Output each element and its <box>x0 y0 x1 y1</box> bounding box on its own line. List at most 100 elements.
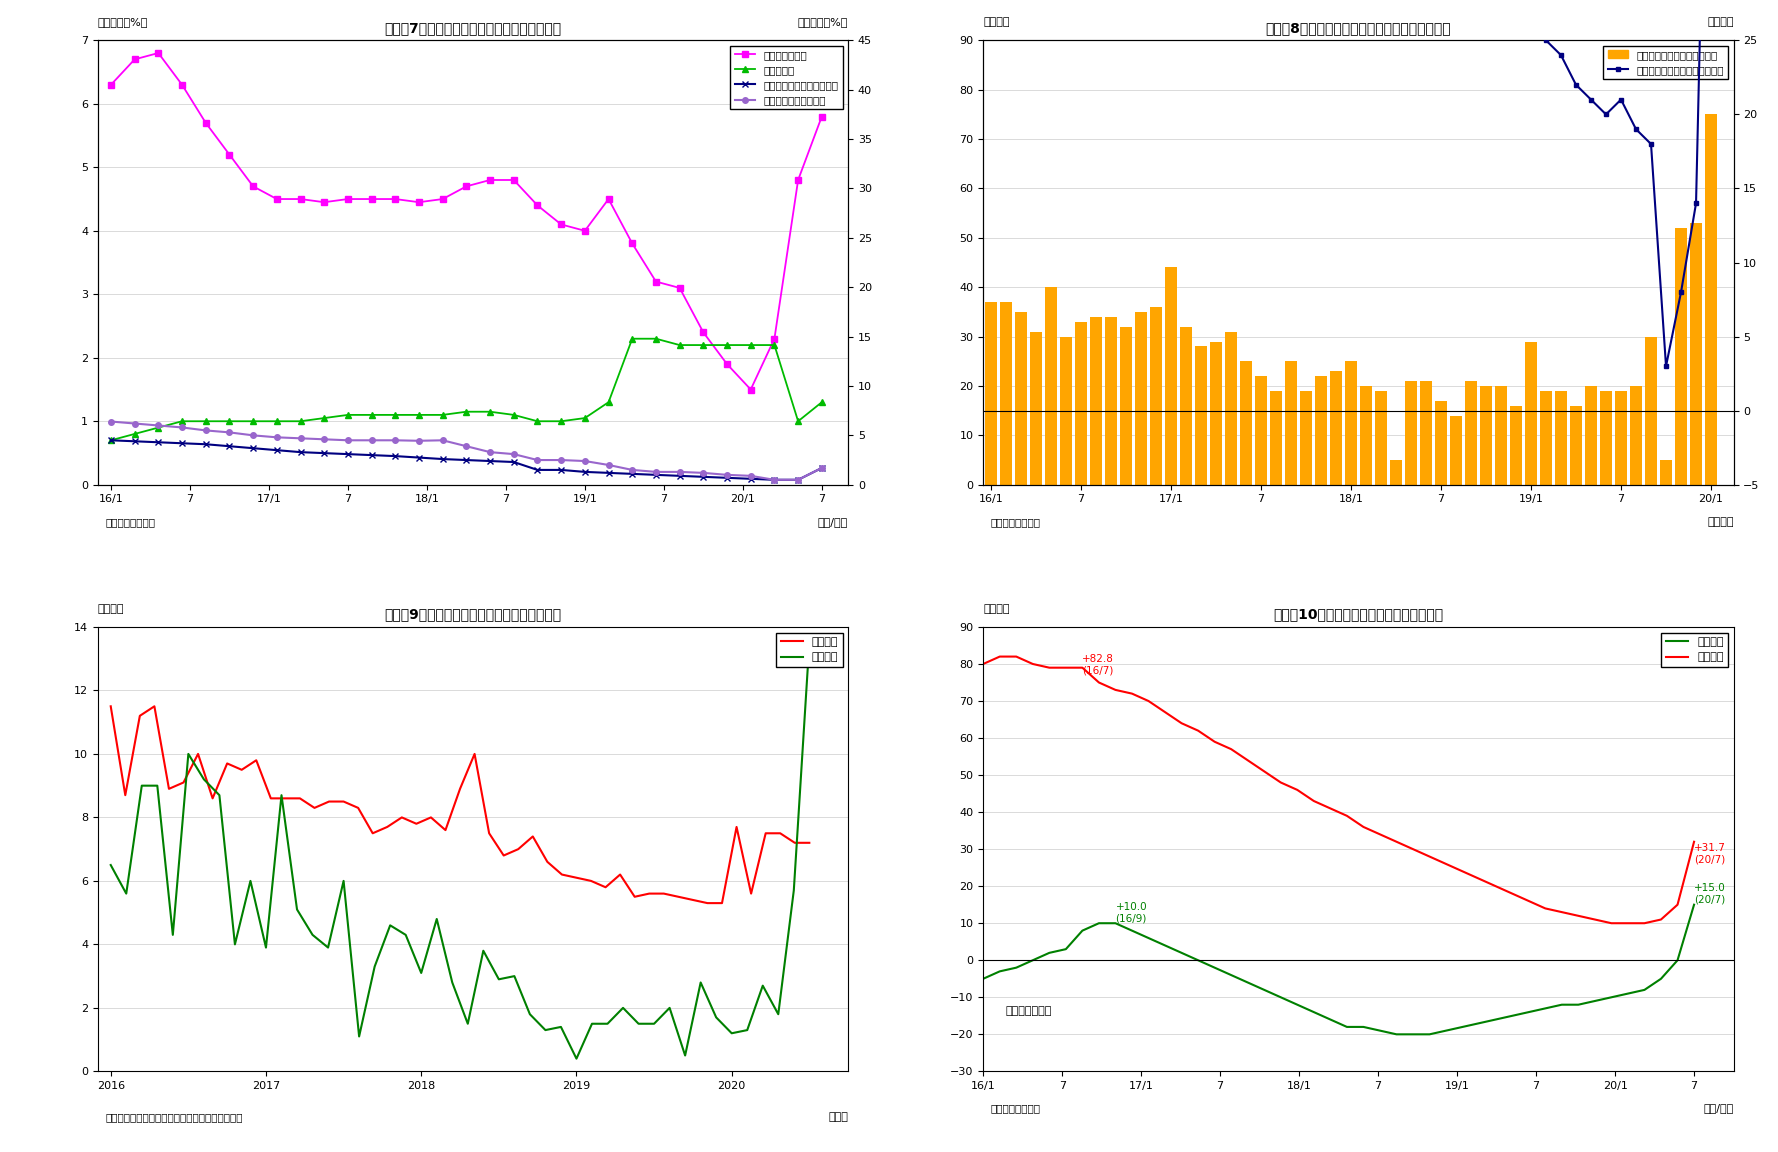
Bar <box>1255 376 1268 485</box>
短期国債 <box>1385 1028 1406 1041</box>
短期国債 <box>1666 954 1687 968</box>
Bar <box>1479 386 1492 485</box>
長期国債 <box>276 791 297 805</box>
貨幣流通高 <box>717 339 738 353</box>
長期国債 <box>683 893 704 907</box>
長期国債 <box>450 782 471 796</box>
長期国債 <box>565 871 587 885</box>
貨幣流通高 <box>409 408 430 422</box>
Bar <box>1540 391 1552 485</box>
短期国債 <box>1022 954 1044 968</box>
Text: （兆円）: （兆円） <box>983 604 1010 614</box>
Bar <box>1285 362 1296 485</box>
日銀当座預金（右軸） <box>765 472 786 486</box>
短期国債 <box>1435 1024 1456 1038</box>
マネタリーベース（右軸） <box>171 437 192 450</box>
長期国債 <box>580 874 601 888</box>
短期国債 <box>348 1030 370 1044</box>
短期国債 <box>1534 1001 1556 1015</box>
マネタリーベース（右軸） <box>196 438 217 452</box>
マネタリーベース（右軸） <box>148 435 169 449</box>
短期国債 <box>674 1048 695 1062</box>
短期国債 <box>379 918 400 932</box>
Bar <box>1645 336 1657 485</box>
Text: （年/月）: （年/月） <box>818 517 848 526</box>
Text: （月末ベース）: （月末ベース） <box>1006 1006 1053 1016</box>
日銀当座預金（右軸） <box>432 433 453 447</box>
長期国債 <box>405 817 427 831</box>
日銀券発行残高 <box>219 147 240 161</box>
長期国債 <box>784 836 805 850</box>
日銀券発行残高 <box>597 192 619 206</box>
Title: （図表7）　マネタリーベースと内訳（平残）: （図表7） マネタリーベースと内訳（平残） <box>384 21 562 35</box>
Bar <box>1195 347 1207 485</box>
貨幣流通高 <box>455 404 477 418</box>
長期国債 <box>1038 661 1060 675</box>
Text: +15.0
(20/7): +15.0 (20/7) <box>1694 884 1726 904</box>
長期国債 <box>1287 783 1309 797</box>
短期国債 <box>1204 961 1225 975</box>
日銀当座預金（右軸） <box>171 420 192 434</box>
Text: （資料）日銀データよりニッセイ基礎研究所作成: （資料）日銀データよりニッセイ基礎研究所作成 <box>105 1112 244 1122</box>
日銀券発行残高 <box>551 218 573 232</box>
マネタリーベース（右軸） <box>219 439 240 453</box>
日銀券発行残高 <box>811 109 832 123</box>
マネタリーベース（右軸） <box>717 471 738 485</box>
Line: マネタリーベース（右軸）: マネタリーベース（右軸） <box>108 438 825 483</box>
Bar <box>1584 386 1597 485</box>
マネタリーベース（右軸） <box>503 455 525 469</box>
長期国債 <box>493 849 514 863</box>
長期国債 <box>347 801 368 814</box>
短期国債 <box>473 943 494 957</box>
日銀券発行残高 <box>267 192 288 206</box>
長期国債 <box>1237 753 1259 767</box>
短期国債 <box>722 1026 743 1040</box>
短期国債 <box>427 912 448 926</box>
長期国債 <box>989 650 1010 664</box>
短期国債 <box>194 772 215 786</box>
マネタリーベース（右軸） <box>338 447 359 461</box>
日銀当座預金（右軸） <box>313 432 334 446</box>
Bar <box>1134 312 1147 485</box>
日銀当座預金（右軸） <box>148 418 169 432</box>
マネタリーベース（右軸） <box>267 444 288 457</box>
日銀券発行残高 <box>788 173 809 187</box>
短期国債 <box>549 1020 571 1033</box>
短期国債 <box>1550 998 1572 1011</box>
短期国債 <box>1369 1024 1390 1038</box>
日銀券発行残高 <box>645 274 667 288</box>
長期国債 <box>1188 723 1209 737</box>
貨幣流通高 <box>669 339 690 353</box>
Bar <box>1421 381 1431 485</box>
日銀券発行残高 <box>313 196 334 210</box>
短期国債 <box>286 902 308 916</box>
貨幣流通高 <box>645 332 667 346</box>
日銀当座預金（右軸） <box>100 415 121 429</box>
Text: （兆円）: （兆円） <box>1707 17 1734 26</box>
日銀当座預金（右軸） <box>290 431 311 445</box>
貨幣流通高 <box>219 415 240 429</box>
長期国債 <box>1022 657 1044 670</box>
短期国債 <box>116 887 137 901</box>
日銀券発行残高 <box>480 173 501 187</box>
マネタリーベース（右軸） <box>597 465 619 479</box>
短期国債 <box>270 788 292 802</box>
短期国債 <box>240 874 261 888</box>
日銀当座預金（右軸） <box>267 431 288 445</box>
日銀当座預金（右軸） <box>361 433 382 447</box>
Text: （前年比、%）: （前年比、%） <box>798 17 848 26</box>
貨幣流通高 <box>338 408 359 422</box>
日銀当座預金（右軸） <box>597 458 619 472</box>
日銀当座預金（右軸） <box>503 447 525 461</box>
短期国債 <box>1469 1016 1490 1030</box>
短期国債 <box>1122 924 1143 938</box>
Line: 短期国債: 短期国債 <box>110 643 809 1059</box>
貨幣流通高 <box>124 427 146 441</box>
Text: （年/月）: （年/月） <box>1703 1104 1734 1113</box>
貨幣流通高 <box>574 411 596 425</box>
短期国債 <box>798 636 820 650</box>
日銀券発行残高 <box>361 192 382 206</box>
日銀当座預金（右軸） <box>788 472 809 486</box>
長期国債 <box>464 746 485 760</box>
日銀当座預金（右軸） <box>338 433 359 447</box>
